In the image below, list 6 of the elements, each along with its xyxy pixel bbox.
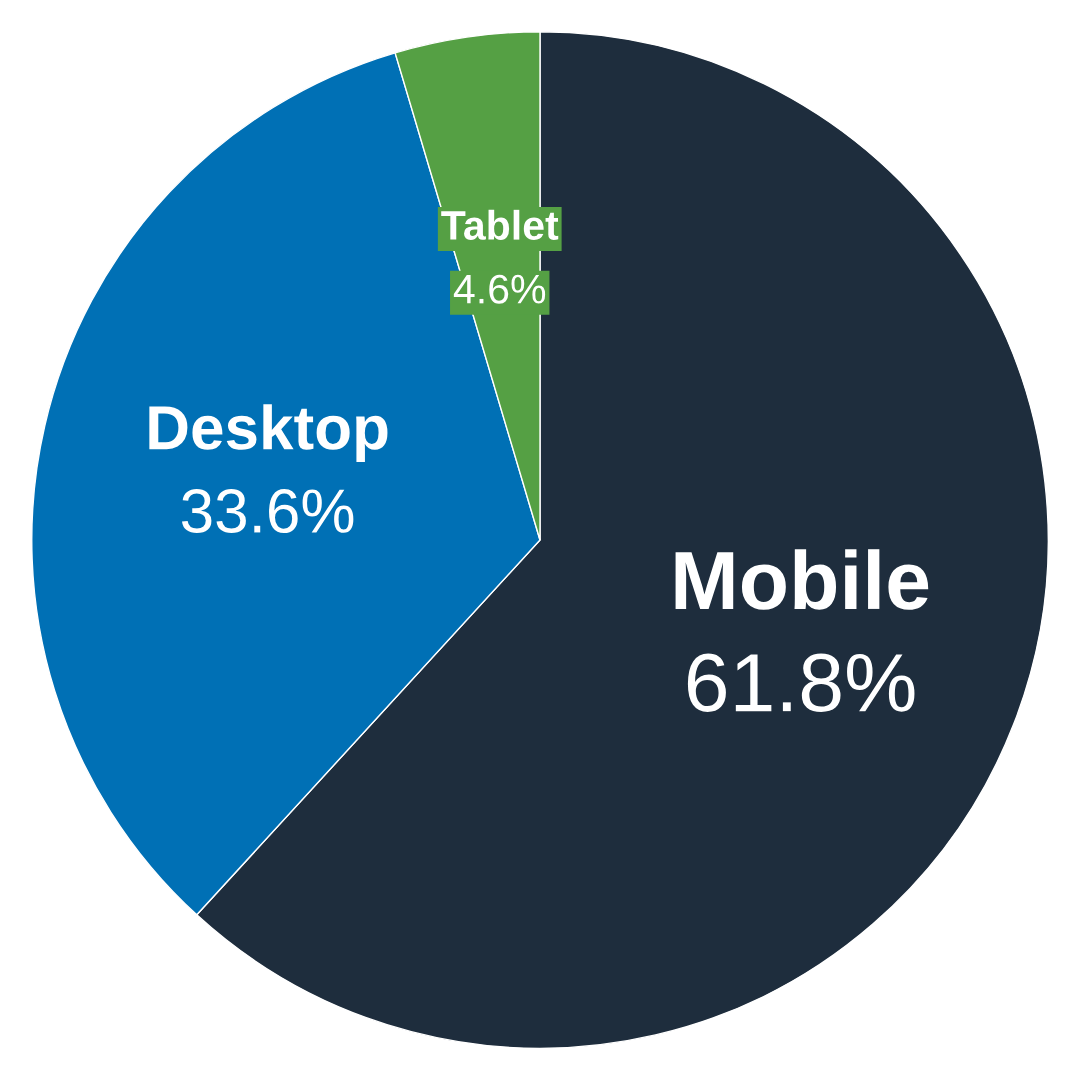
data-label: 61.8% [687,653,915,712]
data-label: 4.6% [453,274,546,304]
slice-label: Tablet [441,209,559,241]
slice-label: Mobile [675,549,929,610]
data-label: 33.6% [182,489,354,534]
slice-label: Desktop [149,404,388,463]
